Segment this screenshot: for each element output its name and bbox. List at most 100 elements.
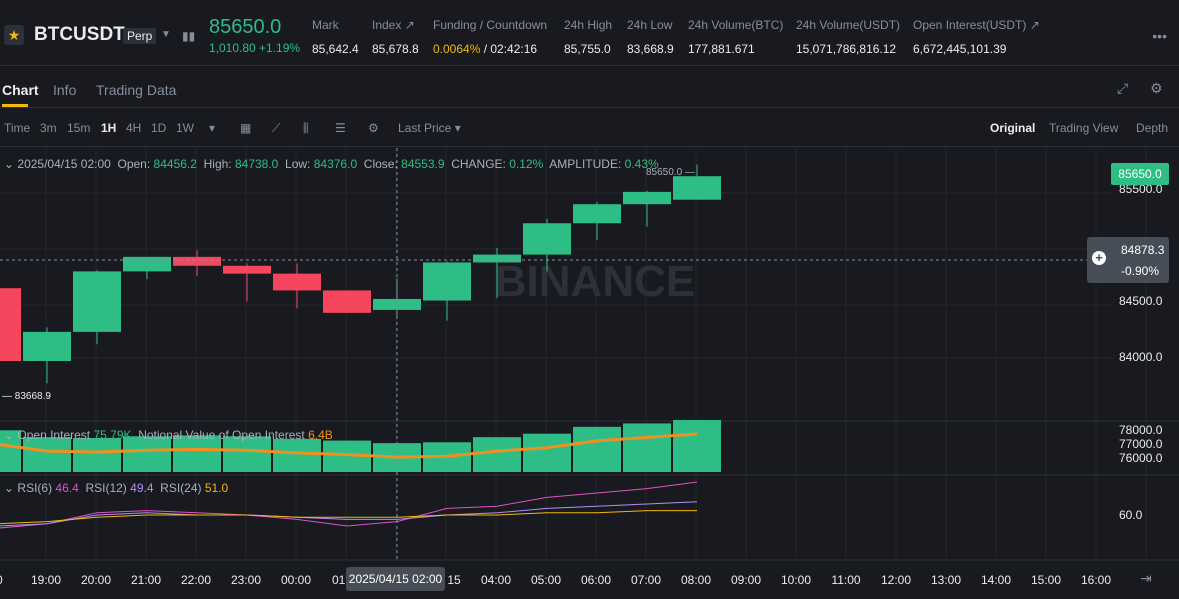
time-tick: 22:00 [181, 573, 211, 587]
time-tick: 10:00 [781, 573, 811, 587]
expand-icon[interactable]: ⤢ [1117, 80, 1129, 96]
crosshair-price-box[interactable]: + 84878.3 -0.90% [1087, 237, 1169, 283]
interval-more-icon[interactable]: ▾ [209, 121, 216, 135]
view-original[interactable]: Original [990, 121, 1036, 135]
bar-chart-icon[interactable]: ▮▮ [182, 29, 196, 43]
symbol-name[interactable]: BTCUSDT [34, 24, 125, 45]
notional-label: Notional Value of Open Interest [138, 428, 305, 442]
price-type-select[interactable]: Last Price ▾ [398, 121, 461, 135]
indicator-icon[interactable]: ⟋ [272, 121, 281, 135]
stat-funding: Funding / Countdown 0.0064% / 02:42:16 [433, 18, 547, 58]
candle-type-icon[interactable]: ⫼ [303, 121, 309, 135]
stat-24h-volume-usdt: 24h Volume(USDT) 15,071,786,816.12 [796, 18, 900, 58]
layout-icon[interactable]: ☰ [335, 121, 346, 135]
stat-open-interest[interactable]: Open Interest(USDT) ↗ 6,672,445,101.39 [913, 18, 1040, 58]
candlestick-chart[interactable]: BINANCE 85650.0 — — 83668.9 85500.0 84500.… [0, 148, 1179, 599]
candle-body [73, 271, 121, 332]
tab-info[interactable]: Info [53, 82, 77, 98]
rsi-legend: ⌄ RSI(6) 46.4 RSI(12) 49.4 RSI(24) 51.0 [4, 481, 228, 495]
perp-badge: Perp [123, 28, 157, 44]
more-icon[interactable]: ••• [1152, 28, 1167, 44]
time-tick: 23:00 [231, 573, 261, 587]
stat-label[interactable]: Open Interest(USDT) ↗ [913, 18, 1040, 32]
time-tick: 12:00 [881, 573, 911, 587]
oi-bar [473, 437, 521, 472]
oi-bar [273, 438, 321, 472]
settings-icon[interactable]: ⚙ [1150, 80, 1163, 96]
time-tick: 15:00 [1031, 573, 1061, 587]
stat-label[interactable]: Index ↗ [372, 18, 415, 32]
calendar-icon[interactable]: ▦ [240, 121, 252, 135]
stat-24h-volume-btc: 24h Volume(BTC) 177,881.671 [688, 18, 783, 58]
oi-value: 75.79K [93, 428, 132, 442]
view-depth[interactable]: Depth [1136, 121, 1169, 135]
legend-open-label: Open: [117, 157, 151, 171]
legend-date: 2025/04/15 02:00 [17, 157, 111, 171]
chevron-down-icon[interactable]: ⌄ [4, 481, 15, 495]
oi-bar [673, 420, 721, 472]
legend-low-label: Low: [285, 157, 311, 171]
candle-body [573, 204, 621, 224]
interval-1d[interactable]: 1D [151, 121, 167, 135]
stat-24h-low: 24h Low 83,668.9 [627, 18, 674, 58]
favorite-star-icon[interactable]: ★ [4, 25, 24, 45]
interval-15m[interactable]: 15m [67, 121, 91, 135]
time-tick: 20:00 [81, 573, 111, 587]
legend-low: 84376.0 [313, 157, 358, 171]
oi-bar [623, 423, 671, 472]
funding-countdown: / 02:42:16 [480, 42, 538, 56]
time-tick: 00 [0, 573, 3, 587]
crosshair-price: 84878.3 [1121, 243, 1165, 257]
candle-body [123, 256, 171, 272]
stat-index[interactable]: Index ↗ 85,678.8 [372, 18, 419, 58]
oi-bar [23, 437, 71, 472]
axis-settings-icon[interactable]: ⇥ [1140, 570, 1152, 586]
legend-close: 84553.9 [401, 157, 445, 171]
stat-value: 85,642.4 [312, 42, 359, 56]
time-tick: 19:00 [31, 573, 61, 587]
stat-value: 6,672,445,101.39 [913, 42, 1007, 56]
rsi24-label: RSI(24) [160, 481, 202, 495]
stat-value: 85,755.0 [564, 42, 611, 56]
chart-settings-icon[interactable]: ⚙ [368, 121, 379, 135]
candle-body [23, 331, 71, 361]
view-trading-view[interactable]: Trading View [1049, 121, 1119, 135]
interval-3m[interactable]: 3m [40, 121, 57, 135]
stat-value: 83,668.9 [627, 42, 674, 56]
oi-bar [173, 435, 221, 472]
crosshair-time: 2025/04/15 02:00 [346, 567, 445, 591]
chevron-down-icon[interactable]: ▼ [161, 29, 171, 40]
stat-label: 24h Volume(USDT) [796, 18, 901, 32]
price-tick: 84500.0 [1119, 294, 1163, 308]
time-tick: 11:00 [831, 573, 860, 587]
candle-body [423, 262, 471, 301]
funding-rate: 0.0064% [433, 42, 481, 56]
time-tick: 04:00 [481, 573, 511, 587]
candle-body [273, 273, 321, 291]
stat-value: 85,678.8 [372, 42, 419, 56]
stat-24h-high: 24h High 85,755.0 [564, 18, 612, 58]
crosshair-pct: -0.90% [1121, 264, 1160, 278]
chart-toolbar: Time 3m 15m 1H 4H 1D 1W ▾ ▦ ⟋ ⫼ ☰ ⚙ Last… [0, 109, 1179, 147]
time-tick: 14:00 [981, 573, 1011, 587]
interval-time[interactable]: Time [4, 121, 31, 135]
interval-1h[interactable]: 1H [101, 121, 117, 135]
rsi-tick: 60.0 [1119, 508, 1143, 522]
oi-tick: 77000.0 [1119, 437, 1163, 451]
tab-trading-data[interactable]: Trading Data [96, 82, 177, 98]
rsi6-label: RSI(6) [17, 481, 53, 495]
ticker-header: ★ BTCUSDT Perp ▼ ▮▮ 85650.0 1,010.80 +1.… [0, 0, 1179, 66]
stat-value: 15,071,786,816.12 [796, 42, 897, 56]
price-tick: 85500.0 [1119, 182, 1163, 196]
chevron-down-icon[interactable]: ⌄ [4, 157, 15, 171]
tab-chart[interactable]: Chart [2, 82, 39, 98]
plus-icon[interactable]: + [1092, 251, 1106, 265]
candle-body [473, 254, 521, 263]
active-tab-indicator [2, 104, 28, 107]
legend-amplitude-label: AMPLITUDE: [549, 157, 622, 171]
interval-1w[interactable]: 1W [176, 121, 194, 135]
chevron-down-icon[interactable]: ⌄ [4, 428, 15, 442]
candle-body [673, 176, 721, 200]
interval-4h[interactable]: 4H [126, 121, 142, 135]
oi-label: Open Interest [17, 428, 91, 442]
